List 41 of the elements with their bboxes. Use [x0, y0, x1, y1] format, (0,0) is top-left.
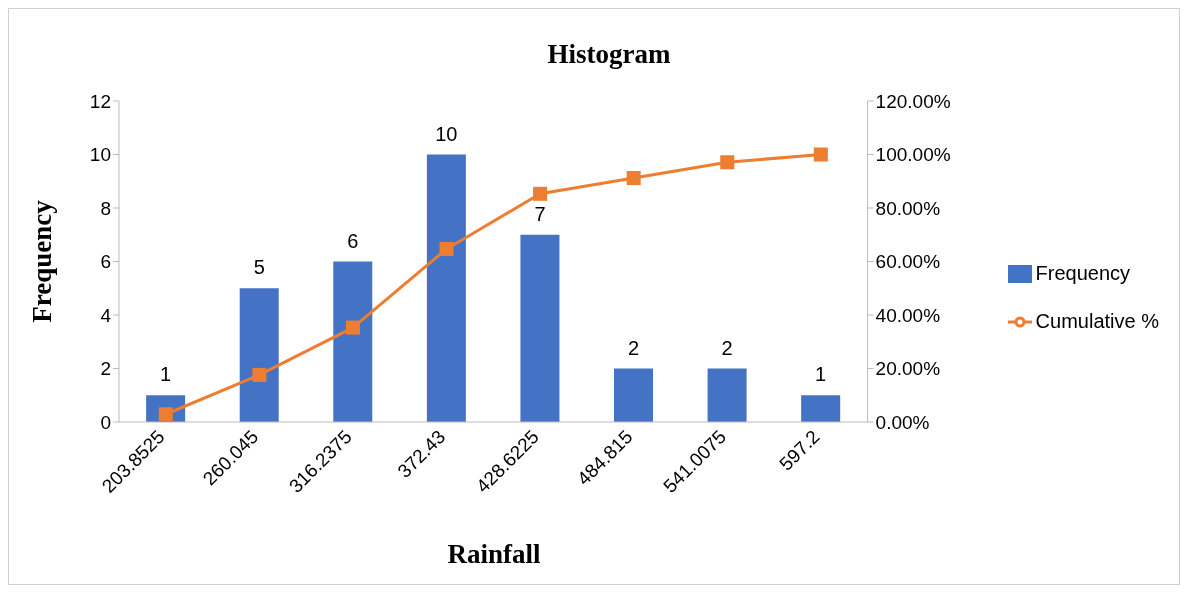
bar: [333, 261, 373, 422]
legend-label: Cumulative %: [1035, 309, 1159, 332]
y-axis-title: Frequency: [26, 199, 57, 323]
point: [626, 171, 641, 186]
y2-tick-label: 60.00%: [875, 251, 941, 273]
point: [720, 155, 735, 170]
y-tick-label: 12: [89, 90, 111, 112]
legend-label: Frequency: [1035, 261, 1131, 284]
y2-tick-label: 120.00%: [875, 90, 951, 112]
bar: [520, 234, 560, 422]
data-label: 2: [721, 336, 733, 359]
y2-tick-label: 0.00%: [875, 411, 930, 433]
y2-tick-label: 100.00%: [875, 144, 951, 166]
data-label: 6: [347, 229, 359, 252]
bar: [614, 368, 654, 422]
data-label: 10: [435, 122, 458, 145]
point: [252, 367, 267, 382]
y2-tick-label: 80.00%: [875, 197, 941, 219]
data-label: 1: [160, 363, 172, 386]
y-tick-label: 2: [100, 358, 111, 380]
data-label: 7: [534, 202, 546, 225]
data-label: 2: [627, 336, 640, 359]
point: [533, 186, 548, 201]
y-tick-label: 10: [89, 144, 111, 166]
y2-tick-label: 20.00%: [875, 358, 941, 380]
point: [439, 241, 454, 256]
y2-tick-label: 40.00%: [875, 304, 941, 326]
data-label: 5: [253, 256, 265, 279]
bar: [707, 368, 747, 422]
y-tick-label: 0: [100, 411, 111, 433]
x-axis-title: Rainfall: [446, 539, 542, 570]
point: [813, 147, 828, 162]
chart-title: Histogram: [546, 39, 672, 70]
data-label: 1: [815, 363, 827, 386]
bar: [426, 154, 466, 422]
bar: [801, 395, 841, 422]
y-tick-label: 6: [100, 251, 111, 273]
y-tick-label: 4: [100, 304, 112, 326]
y-tick-label: 8: [100, 197, 111, 219]
point: [345, 320, 360, 335]
bar: [239, 288, 279, 422]
